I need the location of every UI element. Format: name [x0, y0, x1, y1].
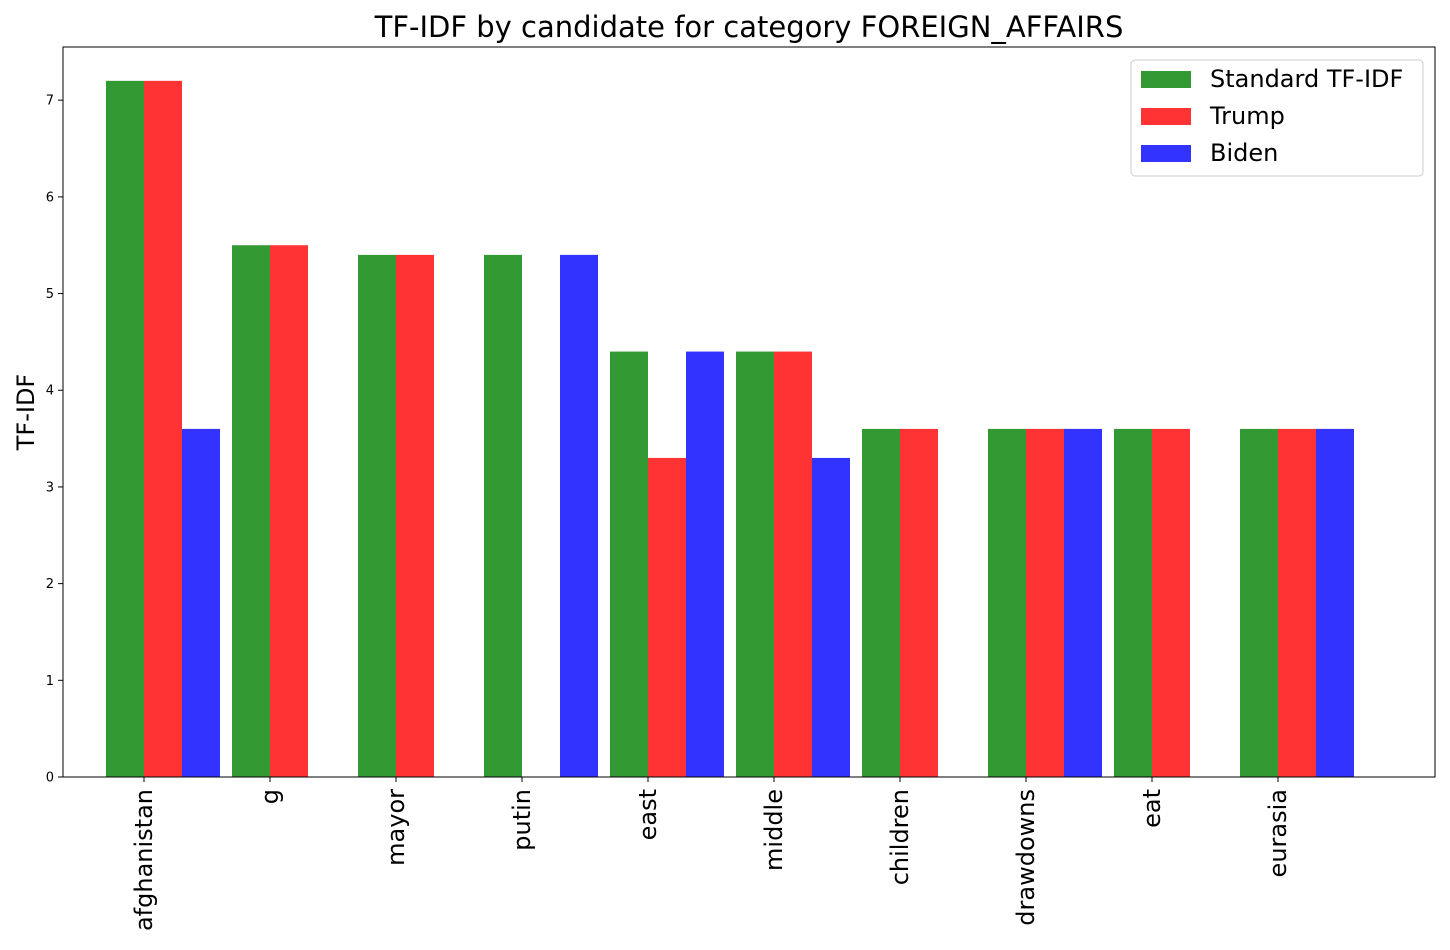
bar-standard-tf-idf-putin — [484, 254, 522, 777]
bar-biden-putin — [560, 254, 598, 777]
bar-standard-tf-idf-children — [862, 428, 900, 777]
y-tick-label: 7 — [46, 94, 54, 109]
bar-trump-eat — [1152, 428, 1190, 777]
y-tick-label: 1 — [46, 674, 54, 689]
x-tick-label-mayor: mayor — [382, 789, 410, 866]
bars — [106, 80, 1354, 777]
legend-box — [1130, 59, 1424, 177]
x-tick-label-eat: eat — [1138, 789, 1166, 828]
x-tick-label-east: east — [634, 789, 662, 840]
bar-standard-tf-idf-eurasia — [1240, 428, 1278, 777]
x-tick-label-eurasia: eurasia — [1264, 789, 1292, 877]
y-tick-label: 0 — [46, 771, 54, 786]
y-tick-label: 6 — [46, 190, 54, 205]
x-tick-label-children: children — [886, 789, 914, 885]
chart-title: TF-IDF by candidate for category FOREIGN… — [374, 10, 1124, 44]
y-axis-label: TF-IDF — [12, 374, 40, 452]
bar-trump-mayor — [396, 254, 434, 777]
bar-biden-east — [686, 351, 724, 777]
plot-frame — [62, 46, 1436, 778]
y-tick-label: 5 — [46, 287, 54, 302]
legend-swatch — [1141, 108, 1191, 125]
bar-trump-middle — [774, 351, 812, 777]
bar-standard-tf-idf-afghanistan — [106, 80, 144, 777]
bar-standard-tf-idf-g — [232, 245, 270, 777]
x-tick-label-putin: putin — [508, 789, 536, 851]
bar-standard-tf-idf-east — [610, 351, 648, 777]
x-tick-label-g: g — [256, 789, 284, 804]
x-tick-label-drawdowns: drawdowns — [1012, 789, 1040, 926]
legend-swatch — [1141, 71, 1191, 88]
bar-trump-g — [270, 245, 308, 777]
legend-label: Biden — [1210, 139, 1278, 167]
bar-standard-tf-idf-middle — [736, 351, 774, 777]
legend: Standard TF-IDF Trump Biden — [1130, 59, 1424, 177]
x-axis-ticks: afghanistan g mayor putin east middle children… — [130, 777, 1292, 931]
y-tick-label: 4 — [46, 384, 54, 399]
bar-trump-children — [900, 428, 938, 777]
y-tick-label: 3 — [46, 480, 54, 495]
legend-label: Standard TF-IDF — [1210, 65, 1403, 93]
legend-swatch — [1141, 145, 1191, 162]
bar-biden-drawdowns — [1064, 428, 1102, 777]
bar-trump-east — [648, 457, 686, 777]
bar-trump-afghanistan — [144, 80, 182, 777]
bar-biden-middle — [812, 457, 850, 777]
y-tick-label: 2 — [46, 577, 54, 592]
bar-trump-eurasia — [1278, 428, 1316, 777]
y-axis-ticks: 0 1 2 3 4 5 6 7 — [46, 94, 63, 786]
bar-standard-tf-idf-eat — [1114, 428, 1152, 777]
legend-label: Trump — [1209, 102, 1285, 130]
bar-biden-afghanistan — [182, 428, 220, 777]
x-tick-label-middle: middle — [760, 789, 788, 871]
bar-biden-eurasia — [1316, 428, 1354, 777]
bar-standard-tf-idf-drawdowns — [988, 428, 1026, 777]
bar-standard-tf-idf-mayor — [358, 254, 396, 777]
bar-trump-drawdowns — [1026, 428, 1064, 777]
x-tick-label-afghanistan: afghanistan — [130, 789, 158, 931]
